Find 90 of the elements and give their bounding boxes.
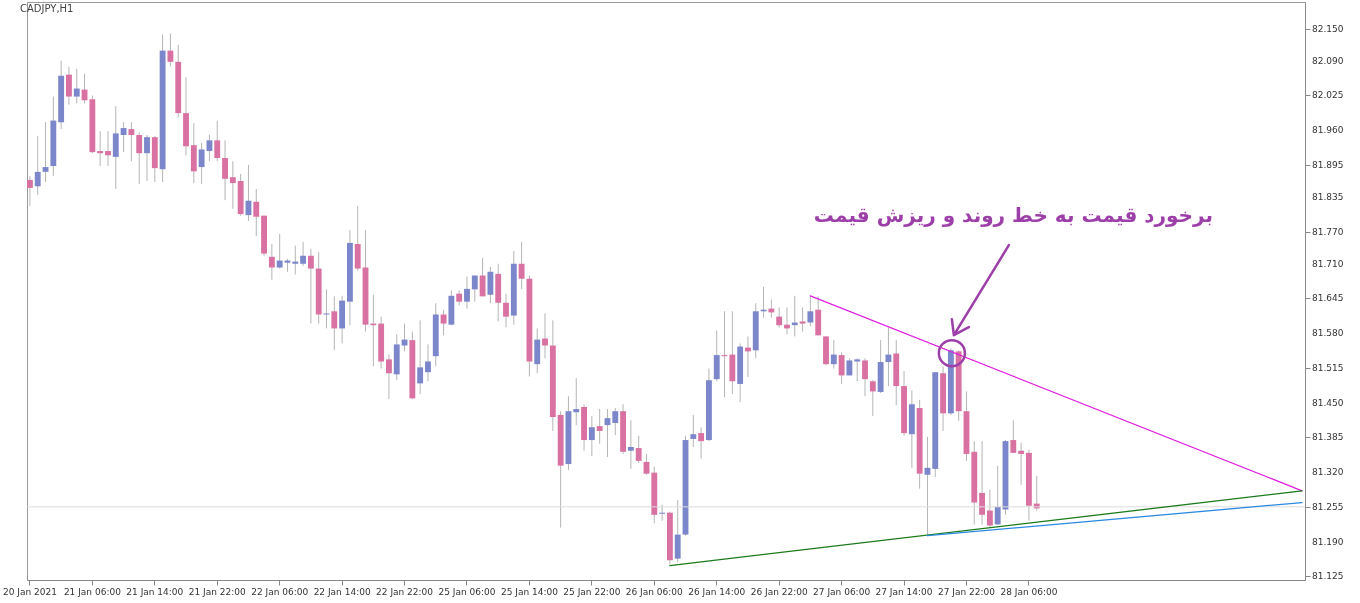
candlestick: [869, 379, 876, 417]
x-tick-label: 21 Jan 06:00: [63, 586, 122, 597]
candlestick: [830, 339, 837, 369]
x-tick-label: 25 Jan 06:00: [438, 586, 496, 597]
x-tick-label: 25 Jan 22:00: [563, 586, 621, 597]
candlestick: [214, 120, 221, 162]
y-tick-label: 81.515: [1312, 362, 1344, 373]
candlestick: [198, 142, 205, 185]
candlestick: [979, 440, 986, 525]
y-tick-label: 81.835: [1312, 191, 1344, 202]
x-tick-label: 21 Jan 22:00: [188, 586, 246, 597]
candlestick: [503, 293, 509, 328]
x-tick-label: 21 Jan 14:00: [126, 586, 184, 597]
x-tick-label: 22 Jan 22:00: [376, 586, 434, 597]
x-tick-label: 27 Jan 22:00: [937, 586, 996, 597]
x-tick-label: 22 Jan 14:00: [313, 586, 371, 597]
candlestick: [799, 307, 806, 333]
candlestick: [986, 489, 993, 529]
x-tick-label: 26 Jan 06:00: [625, 586, 684, 597]
candlestick: [596, 408, 603, 445]
candlestick: [331, 295, 338, 351]
candlestick: [128, 121, 135, 162]
candlestick: [690, 414, 697, 448]
chart-title: CADJPY,H1: [20, 3, 74, 14]
candlestick: [229, 160, 236, 210]
y-tick-label: 81.125: [1312, 571, 1344, 582]
x-tick-label: 25 Jan 14:00: [500, 586, 559, 597]
x-tick-label: 26 Jan 22:00: [750, 586, 808, 597]
candlestick: [807, 295, 814, 327]
x-tick-label: 26 Jan 14:00: [688, 586, 746, 597]
candlestick: [627, 419, 634, 470]
candlestick: [659, 504, 666, 522]
candlestick: [776, 307, 783, 328]
candlestick: [136, 131, 143, 185]
candlestick: [698, 426, 705, 460]
candlestick: [323, 288, 330, 329]
x-tick-label: 22 Jan 06:00: [251, 586, 309, 597]
annotation: برخورد قیمت به خط روند و ریزش قیمت: [813, 203, 1213, 228]
candlestick: [73, 68, 80, 104]
candlestick: [464, 276, 470, 310]
x-tick-label: 27 Jan 06:00: [813, 586, 871, 597]
candlestick: [588, 415, 595, 457]
x-tick-label: 27 Jan 14:00: [875, 586, 933, 597]
y-tick-label: 81.770: [1312, 226, 1344, 237]
candlestick: [838, 351, 845, 385]
candlestick: [144, 134, 150, 182]
candlestick: [1010, 419, 1017, 454]
y-tick-label: 81.895: [1312, 159, 1344, 170]
candlestick: [854, 357, 861, 382]
candlestick: [222, 139, 228, 201]
y-tick-label: 81.320: [1312, 467, 1344, 478]
x-tick-label: 28 Jan 06:00: [1000, 586, 1058, 597]
candlestick: [487, 266, 494, 304]
candlestick: [120, 121, 127, 153]
candlestick: [66, 66, 72, 106]
candlestick: [105, 130, 111, 167]
candlestick: [862, 357, 868, 397]
y-tick-label: 81.385: [1312, 432, 1344, 443]
x-tick-label: 20 Jan 2021: [2, 586, 57, 597]
y-tick-label: 81.645: [1312, 293, 1344, 304]
y-tick-label: 81.580: [1312, 328, 1344, 339]
y-tick-label: 82.025: [1312, 90, 1344, 101]
candlestick: [1018, 442, 1025, 486]
candlestick: [417, 319, 424, 395]
y-tick-label: 81.710: [1312, 258, 1344, 269]
y-tick-label: 82.150: [1312, 23, 1344, 34]
candlestick: [612, 407, 619, 436]
y-tick-label: 81.450: [1312, 397, 1344, 408]
candlestick: [292, 245, 299, 275]
candlestick: [34, 135, 41, 196]
candlestick: [307, 248, 314, 325]
candlestick: [268, 243, 275, 281]
y-tick-label: 81.255: [1312, 501, 1344, 512]
candlestick: [253, 188, 260, 237]
candlestick: [479, 257, 486, 297]
candlestick: [471, 275, 478, 303]
y-tick-label: 81.960: [1312, 125, 1344, 136]
candlestick: [386, 354, 392, 400]
candlestick: [518, 241, 525, 290]
y-tick-label: 81.190: [1312, 536, 1344, 547]
candlestick: [300, 241, 307, 267]
candlestick: [112, 105, 119, 190]
candlestick: [635, 435, 642, 464]
y-tick-label: 82.090: [1312, 55, 1344, 66]
candlestick: [97, 130, 104, 167]
candlestick: [167, 33, 174, 68]
candlestick: [27, 175, 33, 207]
candlestick: [994, 465, 1001, 525]
candlestick: [573, 377, 580, 426]
candlestick: [425, 343, 431, 382]
